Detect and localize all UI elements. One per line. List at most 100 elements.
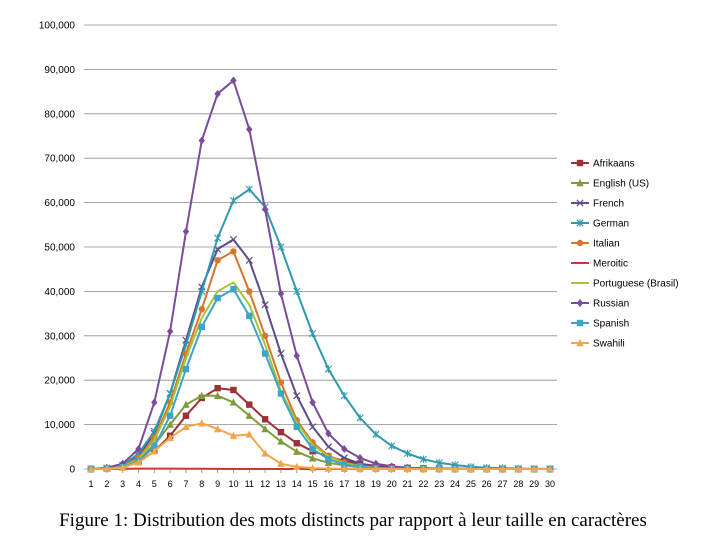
x-tick-label: 5 (152, 479, 157, 489)
data-point-swahili (530, 465, 538, 473)
legend-marker-russian (576, 299, 584, 307)
data-point-swahili (546, 465, 554, 473)
y-tick-label: 70,000 (44, 154, 75, 165)
data-point-swahili (419, 465, 428, 473)
x-tick-label: 29 (529, 479, 539, 489)
data-point-german (293, 287, 301, 296)
x-tick-label: 4 (136, 479, 141, 489)
data-point-swahili (150, 447, 159, 455)
y-tick-label: 0 (69, 465, 75, 476)
chart-area: 0 10,000 20,000 30,000 40,000 50,000 60,000 70,… (39, 21, 679, 490)
x-tick-label: 1 (88, 479, 93, 489)
data-point-swahili (198, 419, 206, 427)
data-point-russian (246, 125, 253, 134)
x-tick-label: 21 (403, 479, 413, 489)
data-point-swahili (182, 422, 190, 431)
data-point-swahili (118, 463, 127, 471)
data-point-swahili (103, 464, 111, 472)
data-point-swahili (324, 464, 333, 472)
x-tick-label: 6 (168, 479, 173, 489)
data-point-swahili (277, 459, 285, 467)
x-tick-label: 25 (466, 479, 476, 489)
legend-label-swahili: Swahili (593, 339, 625, 350)
x-tick-label: 23 (434, 479, 444, 489)
data-point-spanish (277, 390, 285, 397)
data-point-french (324, 443, 333, 451)
data-point-english-us (245, 411, 253, 419)
data-point-german (214, 234, 222, 242)
y-tick-label: 10,000 (44, 420, 75, 431)
x-tick-label: 14 (292, 479, 302, 489)
data-point-swahili (293, 462, 301, 470)
data-point-afrikaans (230, 386, 237, 394)
legend-marker-english-us (576, 179, 584, 187)
series-line-russian (90, 79, 550, 470)
data-point-russian (182, 227, 190, 236)
data-point-swahili (482, 465, 491, 473)
data-point-english-us (229, 398, 238, 406)
x-tick-label: 27 (498, 479, 508, 489)
data-point-afrikaans (277, 428, 285, 436)
x-tick-label: 18 (355, 479, 365, 489)
data-point-afrikaans (214, 384, 221, 392)
data-point-russian (261, 205, 269, 214)
data-point-spanish (293, 423, 300, 431)
data-point-spanish (309, 445, 316, 453)
data-point-swahili (213, 425, 222, 433)
legend-label-meroitic: Meroitic (593, 259, 628, 270)
data-point-english-us (166, 420, 174, 428)
data-point-french (293, 392, 301, 400)
data-point-swahili (308, 464, 317, 472)
data-point-german (308, 329, 317, 338)
data-point-russian (135, 445, 142, 454)
data-point-spanish (261, 350, 269, 357)
line-chart: 0 10,000 20,000 30,000 40,000 50,000 60,000 70,… (39, 21, 679, 490)
data-point-afrikaans (293, 440, 300, 447)
data-point-german (340, 392, 348, 400)
series-line-english-us (90, 394, 550, 470)
legend-label-portuguese-brasil: Portuguese (Brasil) (593, 279, 679, 290)
data-point-french (308, 423, 317, 431)
data-point-italian (261, 332, 269, 339)
data-point-italian (246, 288, 253, 295)
y-tick-label: 60,000 (44, 198, 75, 209)
x-tick-label: 2 (104, 479, 109, 489)
data-point-swahili (261, 449, 269, 457)
data-point-swahili (403, 465, 412, 473)
data-point-spanish (246, 312, 253, 320)
data-point-french (245, 256, 253, 264)
x-tick-label: 22 (418, 479, 428, 489)
data-point-english-us (213, 391, 222, 399)
data-point-english-us (198, 391, 206, 399)
data-point-russian (230, 76, 237, 85)
legend-label-italian: Italian (593, 239, 620, 250)
legend-marker-spanish (576, 319, 584, 327)
data-point-swahili (435, 465, 443, 473)
data-point-swahili (134, 458, 143, 466)
data-point-afrikaans (182, 412, 190, 419)
data-point-afrikaans (246, 401, 253, 408)
legend-label-english-us: English (US) (593, 179, 649, 190)
data-point-german (388, 442, 396, 450)
data-point-italian (230, 248, 237, 255)
figure-caption: Figure 1: Distribution des mots distinct… (59, 510, 647, 531)
data-point-english-us (277, 437, 285, 445)
data-point-italian (214, 257, 221, 264)
data-point-swahili (372, 464, 380, 473)
x-tick-label: 15 (308, 479, 318, 489)
x-tick-label: 17 (339, 479, 349, 489)
data-point-french (261, 301, 269, 309)
data-point-russian (151, 398, 158, 407)
data-point-swahili (498, 465, 507, 473)
y-tick-label: 90,000 (44, 65, 75, 76)
data-point-russian (214, 89, 221, 98)
data-point-german (245, 185, 253, 193)
data-point-russian (198, 136, 205, 145)
data-point-english-us (182, 400, 190, 408)
data-point-swahili (467, 465, 475, 473)
legend-label-spanish: Spanish (593, 319, 629, 330)
data-point-russian (293, 351, 300, 360)
y-tick-label: 30,000 (44, 331, 75, 342)
data-point-german (403, 449, 412, 458)
x-tick-label: 3 (120, 479, 125, 489)
